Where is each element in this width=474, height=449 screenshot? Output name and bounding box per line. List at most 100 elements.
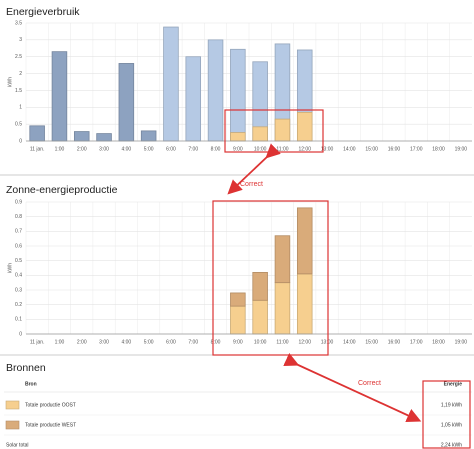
y-tick-label: 0.4 [15,273,22,279]
annotation: Correct [240,181,263,188]
y-tick-label: 0.3 [15,287,22,293]
x-tick-label: 12:00 [298,339,311,345]
bar [230,48,246,142]
table-cell: 2,24 kWh [441,442,462,448]
bar [185,56,202,142]
x-tick-label: 11 jan. [30,339,45,345]
y-tick-label: 3.5 [15,20,22,26]
table-header: Energie [444,381,463,387]
y-tick-label: 3 [19,37,22,43]
bar [274,118,291,142]
x-tick-label: 5:00 [144,146,154,152]
x-tick-label: 12:00 [298,146,311,152]
x-tick-label: 17:00 [410,146,423,152]
x-tick-label: 1:00 [55,339,65,345]
y-tick-label: 0.9 [15,199,22,205]
table-cell: Totale productie WEST [25,422,76,428]
x-tick-label: 18:00 [432,146,445,152]
x-tick-label: 3:00 [99,146,109,152]
y-axis-title: kWh [7,77,13,87]
x-tick-label: 11:00 [276,339,288,345]
x-tick-label: 6:00 [166,339,176,345]
bar [73,131,90,142]
x-tick-label: 15:00 [365,146,378,152]
bar [252,126,268,142]
highlight-box [212,200,329,356]
table-cell: Solar total [6,442,29,448]
table-header: Bron [25,381,37,387]
y-tick-label: 0.6 [15,243,22,249]
y-tick-label: 0.5 [15,121,22,127]
bar [230,292,246,307]
chart-title: Zonne-energieproductie [6,184,118,196]
y-tick-label: 0 [19,138,22,144]
x-tick-label: 16:00 [388,339,401,345]
bar [252,271,268,301]
chart-title: Energieverbruik [6,6,80,18]
bar [118,63,135,142]
table-title: Bronnen [6,362,46,374]
table-cell: Totale productie OOST [25,402,76,408]
x-tick-label: 16:00 [388,146,401,152]
x-tick-label: 17:00 [410,339,423,345]
x-tick-label: 11 jan. [30,146,45,152]
x-tick-label: 2:00 [77,339,87,345]
y-tick-label: 2 [19,71,22,77]
x-tick-label: 19:00 [455,146,468,152]
x-tick-label: 11:00 [276,146,288,152]
y-tick-label: 1.5 [15,88,22,94]
x-tick-label: 1:00 [55,146,65,152]
bar [274,235,291,284]
x-tick-label: 7:00 [188,146,198,152]
bar [140,130,157,142]
bar [296,111,313,142]
x-tick-label: 5:00 [144,339,154,345]
bar [296,207,313,275]
x-tick-label: 8:00 [211,339,221,345]
x-tick-label: 3:00 [99,339,109,345]
bar [252,299,268,335]
y-tick-label: 0.7 [15,229,22,235]
bar [296,273,313,335]
x-tick-label: 14:00 [343,339,356,345]
x-tick-label: 13:00 [321,146,334,152]
x-tick-label: 4:00 [121,339,131,345]
x-tick-label: 6:00 [166,146,176,152]
y-tick-label: 0.5 [15,258,22,264]
arrow [283,352,422,423]
bar [230,305,246,335]
y-tick-label: 2.5 [15,54,22,60]
x-tick-label: 14:00 [343,146,356,152]
legend-swatch [5,400,20,410]
bar [163,26,179,142]
x-tick-label: 10:00 [254,339,267,345]
x-tick-label: 2:00 [77,146,87,152]
x-tick-label: 4:00 [121,146,131,152]
table-cell: 1,05 kWh [441,422,462,428]
table-cell: 1,19 kWh [441,402,462,408]
legend-swatch [5,420,20,430]
x-tick-label: 18:00 [432,339,445,345]
x-tick-label: 15:00 [365,339,378,345]
y-tick-label: 0 [19,331,22,337]
x-tick-label: 19:00 [455,339,468,345]
y-tick-label: 0.2 [15,302,22,308]
x-tick-label: 13:00 [321,339,334,345]
bar [51,51,68,142]
bar [207,39,224,142]
x-tick-label: 8:00 [211,146,221,152]
annotation: Correct [358,380,381,387]
bar [274,282,291,335]
bar [96,133,112,142]
bar [29,125,45,142]
x-tick-label: 9:00 [233,339,243,345]
highlight-box [422,380,471,449]
y-tick-label: 1 [19,105,22,111]
arrow [227,143,281,195]
bar [230,132,246,142]
y-axis-title: kWh [7,263,13,273]
x-tick-label: 7:00 [188,339,198,345]
y-tick-label: 0.1 [15,317,22,323]
y-tick-label: 0.8 [15,214,22,220]
